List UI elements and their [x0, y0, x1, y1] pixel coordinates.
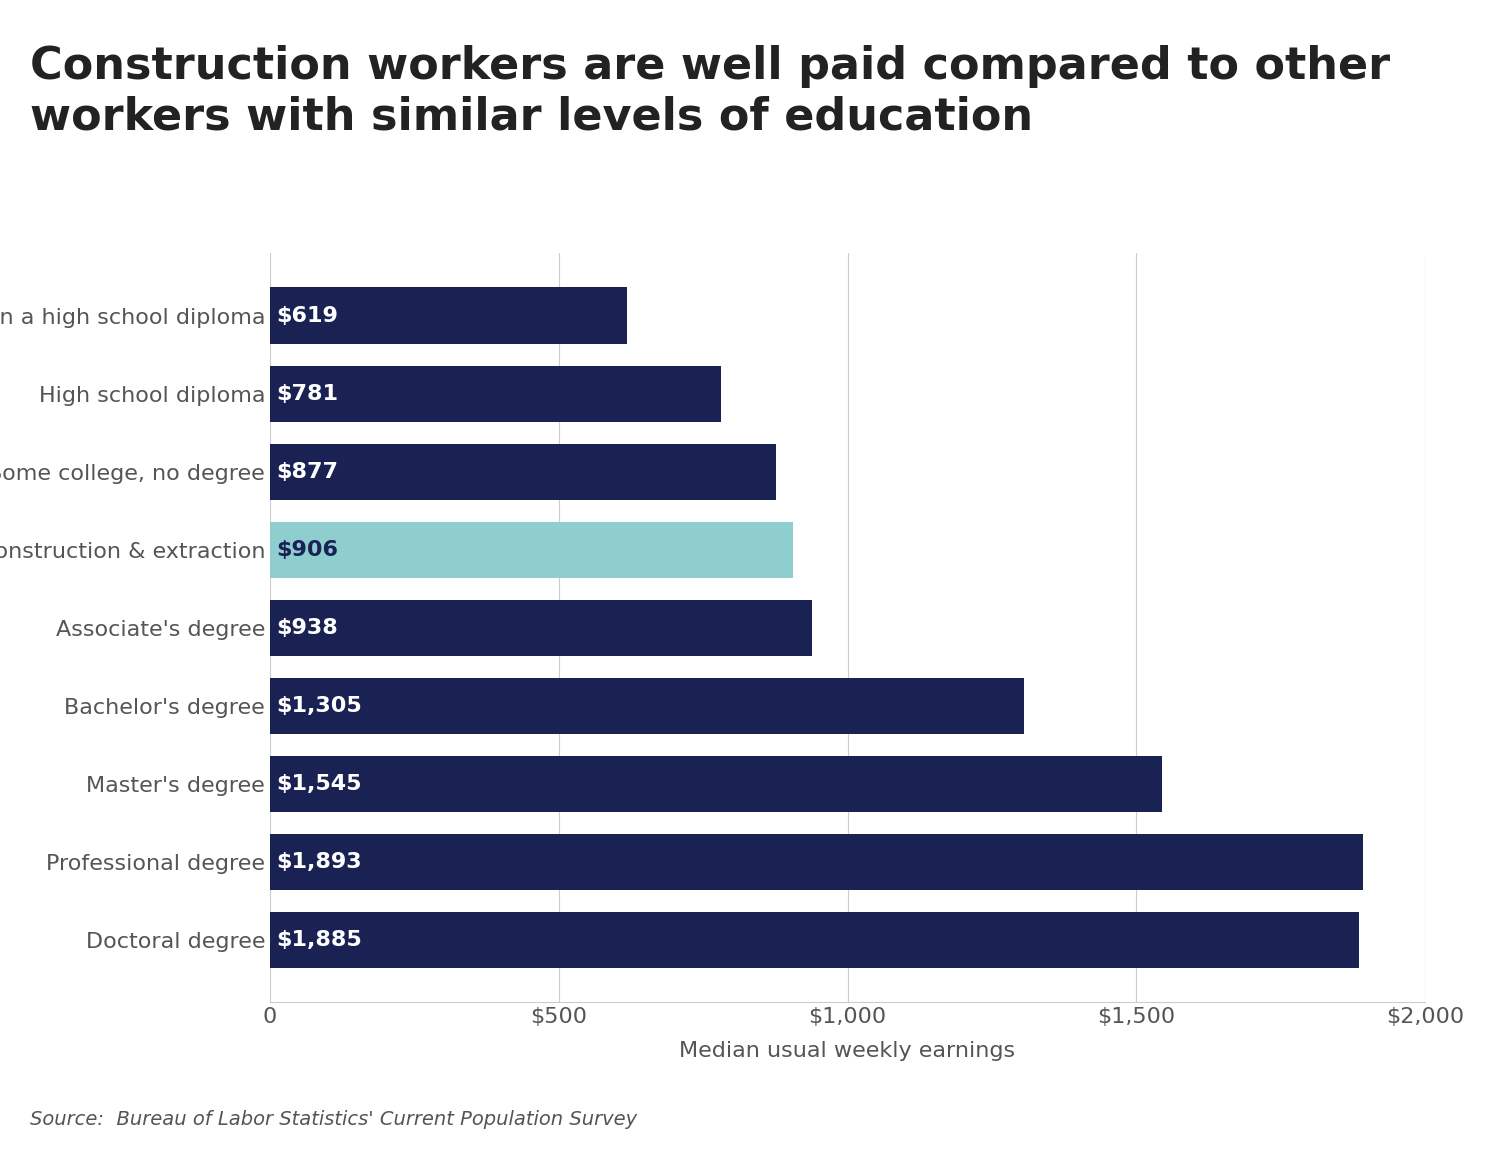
- Text: $619: $619: [276, 305, 338, 326]
- Text: $1,305: $1,305: [276, 696, 362, 715]
- Text: Construction workers are well paid compared to other
workers with similar levels: Construction workers are well paid compa…: [30, 45, 1390, 138]
- Text: $1,893: $1,893: [276, 852, 362, 872]
- Bar: [270, 756, 1162, 812]
- Text: $877: $877: [276, 462, 338, 482]
- Text: Source:  Bureau of Labor Statistics' Current Population Survey: Source: Bureau of Labor Statistics' Curr…: [30, 1111, 638, 1129]
- Text: $906: $906: [276, 540, 338, 560]
- Text: $1,545: $1,545: [276, 774, 362, 794]
- Text: $938: $938: [276, 617, 338, 638]
- Bar: [270, 288, 627, 343]
- Bar: [270, 677, 1023, 734]
- Text: $1,885: $1,885: [276, 930, 362, 950]
- Bar: [270, 522, 794, 578]
- X-axis label: Median usual weekly earnings: Median usual weekly earnings: [680, 1041, 1016, 1061]
- Bar: [270, 912, 1359, 968]
- Bar: [270, 834, 1364, 890]
- Text: $781: $781: [276, 384, 338, 403]
- Bar: [270, 365, 722, 422]
- Bar: [270, 600, 812, 655]
- Bar: [270, 444, 777, 500]
